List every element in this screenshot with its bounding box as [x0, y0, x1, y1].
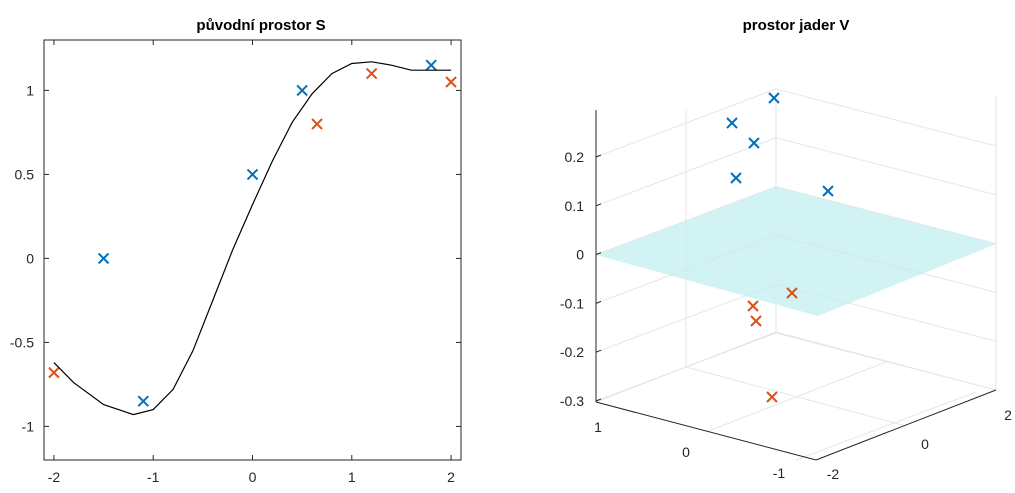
data-point — [730, 172, 742, 184]
data-point — [365, 67, 378, 80]
x-tick-label: -1 — [147, 469, 160, 485]
data-point — [766, 391, 778, 403]
x-tick-label: 0 — [249, 469, 257, 485]
y-tick-label: 0.5 — [15, 166, 35, 182]
y-tick-label: 0 — [682, 444, 690, 460]
grid-line — [775, 186, 997, 245]
data-point — [425, 59, 437, 71]
grid-line — [775, 331, 997, 391]
grid-line — [775, 88, 997, 147]
z-tick-mark — [595, 398, 602, 402]
z-tick-label: -0.3 — [560, 393, 584, 409]
chart-left: původní prostor S -2 -1 0 1 2 -1 -0.5 0 0.5 1 — [10, 17, 462, 485]
data-point — [750, 315, 762, 327]
chart-right-plane — [596, 187, 996, 316]
y-tick-label: -0.5 — [10, 334, 34, 350]
data-point — [137, 395, 149, 407]
data-point — [311, 118, 323, 130]
chart-left-ticks: -2 -1 0 1 2 -1 -0.5 0 0.5 1 — [10, 40, 461, 485]
y-tick-label: -1 — [22, 418, 35, 434]
y-tick-label: 0 — [26, 250, 34, 266]
y-tick-label: -1 — [773, 465, 786, 481]
z-tick-label: 0 — [576, 247, 584, 263]
z-tick-mark — [595, 203, 602, 207]
data-point — [97, 252, 110, 265]
y-tick-label: 1 — [26, 82, 34, 98]
grid-line — [685, 366, 907, 427]
z-tick-mark — [595, 300, 602, 304]
data-point — [296, 84, 308, 97]
x-tick-label: 2 — [447, 469, 455, 485]
x-tick-label: 1 — [348, 469, 356, 485]
data-point — [48, 366, 60, 379]
grid-line — [775, 137, 997, 196]
data-point — [786, 287, 798, 299]
data-point — [726, 117, 738, 129]
x-axis-line — [815, 389, 997, 461]
chart-right-title: prostor jader V — [743, 17, 850, 34]
z-tick-label: 0.2 — [565, 149, 585, 165]
series-curve — [53, 61, 452, 416]
chart-right-ticks: -0.3 -0.2 -0.1 0 0.1 0.2 1 0 -1 -2 0 2 — [560, 110, 1012, 482]
chart-right-grid — [595, 88, 997, 461]
x-tick-label: 2 — [1004, 407, 1012, 423]
z-tick-mark — [595, 252, 602, 256]
chart-right-marks — [726, 92, 834, 403]
grid-line — [795, 391, 977, 461]
y-axis-line — [595, 401, 817, 461]
data-point — [445, 76, 457, 88]
data-point — [747, 300, 759, 312]
chart-left-title: původní prostor S — [196, 17, 325, 34]
data-point — [246, 168, 259, 181]
data-point — [822, 185, 834, 197]
chart-left-axes-box — [43, 39, 462, 461]
data-point — [768, 92, 780, 104]
data-point — [748, 137, 760, 149]
z-tick-mark — [595, 349, 602, 353]
z-tick-label: -0.2 — [560, 344, 584, 360]
x-tick-label: -2 — [827, 466, 840, 482]
z-tick-mark — [595, 154, 602, 158]
y-tick-label: 1 — [594, 419, 602, 435]
x-tick-label: -2 — [48, 469, 61, 485]
z-tick-label: 0.1 — [565, 198, 585, 214]
chart-right: prostor jader V -0.3-0.2-0.100.10.210-1-… — [560, 17, 1012, 482]
x-tick-label: 0 — [921, 436, 929, 452]
chart-left-marks — [48, 59, 457, 416]
z-tick-label: -0.1 — [560, 295, 584, 311]
